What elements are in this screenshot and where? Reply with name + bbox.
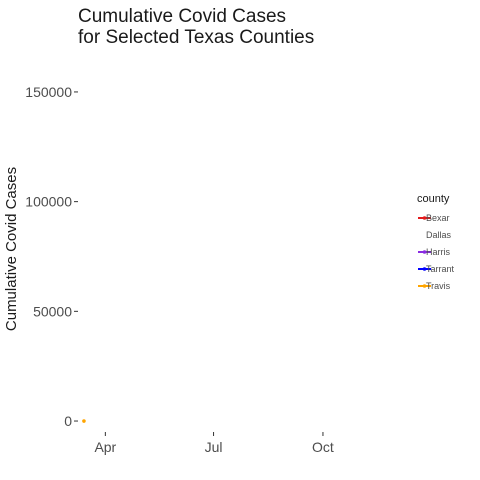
y-tick-label: 150000: [25, 84, 72, 100]
legend-label-bexar: Bexar: [426, 213, 450, 223]
x-tick-label: Apr: [94, 439, 116, 455]
legend-label-travis: Travis: [426, 281, 451, 291]
legend-label-dallas: Dallas: [426, 230, 452, 240]
plot-area: [82, 419, 86, 423]
legend: county Bexar Dallas Harris Tarrant Travis: [417, 193, 455, 291]
y-axis: 0 50000 100000 150000: [25, 84, 78, 429]
chart-title-line-1: Cumulative Covid Cases: [78, 6, 286, 27]
legend-label-tarrant: Tarrant: [426, 264, 455, 274]
legend-key-point-dallas: [422, 233, 427, 237]
data-point-travis: [82, 419, 86, 423]
y-axis-title: Cumulative Covid Cases: [3, 167, 20, 331]
x-tick-label: Jul: [205, 439, 223, 455]
legend-key-point-travis: [422, 284, 427, 288]
chart-title-line-2: for Selected Texas Counties: [78, 27, 314, 48]
legend-key-point-harris: [422, 250, 427, 254]
x-axis: Apr Jul Oct: [94, 432, 334, 455]
y-tick-label: 0: [64, 413, 72, 429]
y-tick-label: 100000: [25, 194, 72, 210]
y-tick-label: 50000: [33, 303, 72, 319]
legend-key-point-bexar: [422, 216, 427, 220]
legend-title: county: [417, 193, 450, 205]
legend-key-point-tarrant: [422, 267, 427, 271]
x-tick-label: Oct: [312, 439, 334, 455]
legend-label-harris: Harris: [426, 247, 450, 257]
